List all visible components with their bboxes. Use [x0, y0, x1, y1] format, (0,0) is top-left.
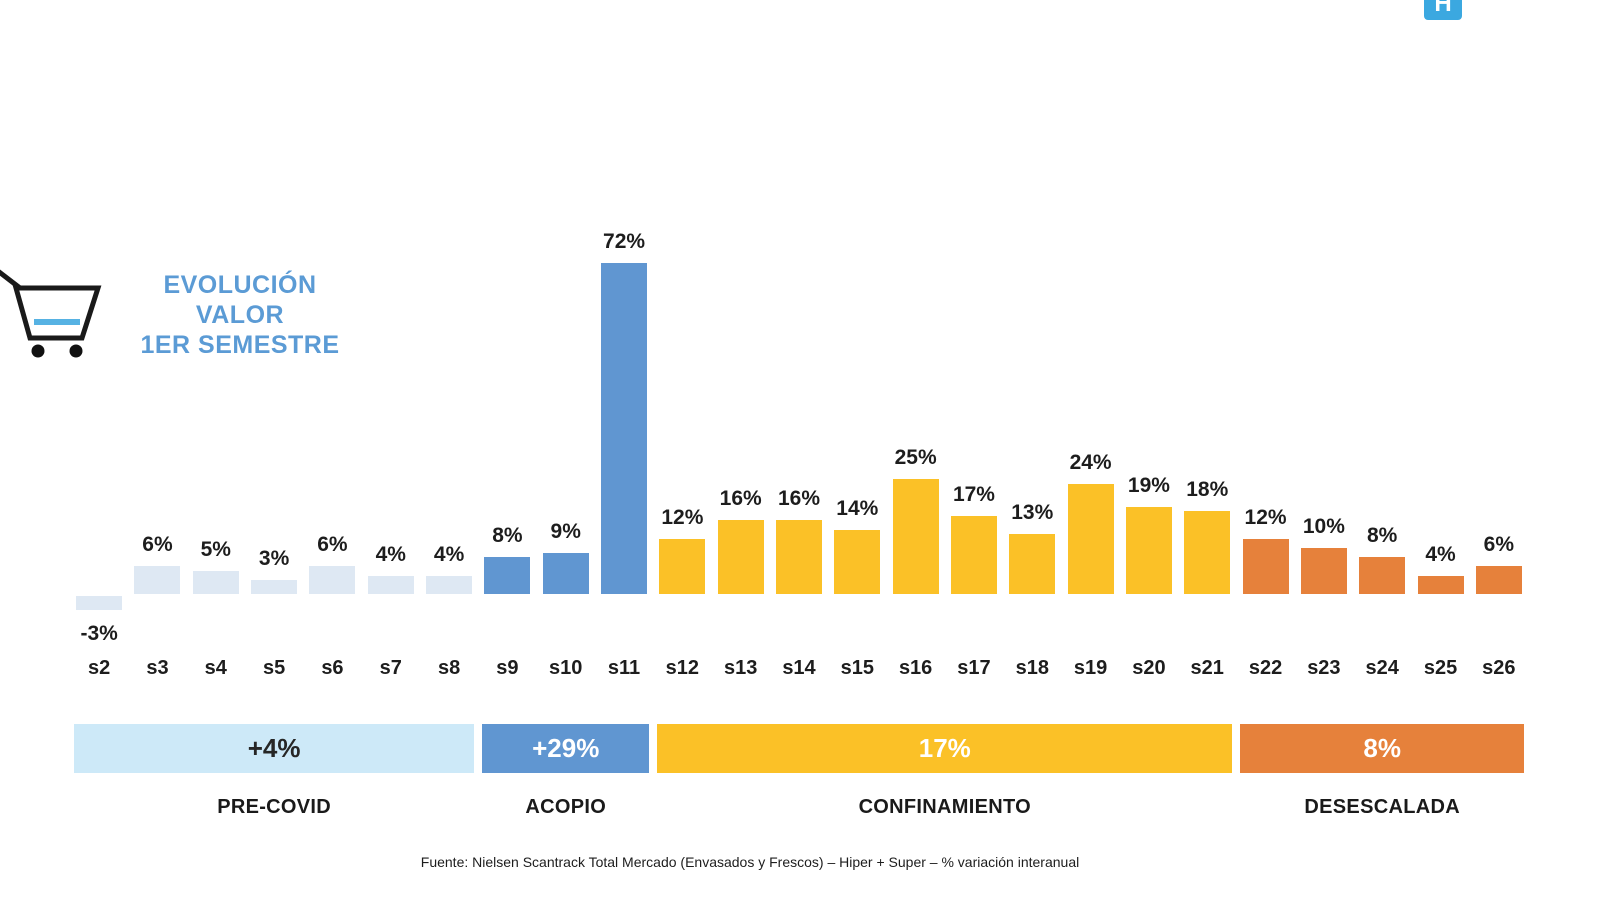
bar-s15: [834, 529, 881, 594]
bar-s19: [1067, 483, 1114, 594]
value-label-s2: -3%: [80, 621, 118, 645]
bar-s2: [76, 596, 123, 610]
week-label-s24: s24: [1365, 657, 1399, 679]
app-logo-icon: H: [1424, 0, 1462, 20]
bar-s22: [1242, 538, 1289, 594]
phase-band-acopio: +29%: [482, 724, 650, 773]
week-label-s9: s9: [496, 657, 519, 679]
value-label-s16: 25%: [894, 446, 937, 469]
shopping-cart-icon: [0, 269, 102, 358]
value-label-s25: 4%: [1425, 542, 1456, 566]
phase-band-confinamiento: 17%: [657, 724, 1233, 773]
value-label-s24: 8%: [1367, 524, 1398, 548]
week-label-s7: s7: [379, 657, 402, 679]
week-label-s21: s21: [1190, 657, 1224, 679]
value-label-s7: 4%: [375, 542, 406, 566]
bar-s3: [134, 566, 181, 594]
week-label-s18: s18: [1015, 657, 1049, 679]
bar-s12: [659, 538, 706, 594]
week-label-s25: s25: [1423, 657, 1458, 679]
bar-s23: [1300, 548, 1347, 594]
week-label-s6: s6: [321, 657, 344, 679]
value-label-s23: 10%: [1302, 515, 1345, 538]
bar-s7: [367, 575, 414, 594]
value-label-s22: 12%: [1244, 505, 1287, 529]
value-label-s20: 19%: [1127, 473, 1170, 497]
phase-label-desescalada: DESESCALADA: [1304, 796, 1460, 818]
bar-s6: [309, 566, 356, 594]
chart-title-line-1: EVOLUCIÓN: [163, 271, 317, 299]
chart-title: EVOLUCIÓN VALOR 1ER SEMESTRE: [125, 270, 355, 360]
source-footnote: Fuente: Nielsen Scantrack Total Mercado …: [420, 854, 1080, 870]
value-label-s4: 5%: [200, 538, 231, 561]
value-label-s13: 16%: [719, 487, 762, 511]
value-label-s26: 6%: [1483, 533, 1514, 557]
value-label-s14: 16%: [777, 487, 821, 511]
chart-title-line-3: 1ER SEMESTRE: [140, 331, 340, 359]
week-label-s2: s2: [88, 657, 111, 679]
bar-s20: [1125, 506, 1172, 594]
bar-s8: [426, 575, 473, 594]
week-label-s16: s16: [898, 657, 933, 679]
bar-s18: [1009, 534, 1056, 594]
value-label-s8: 4%: [433, 542, 465, 566]
bar-s13: [717, 520, 764, 594]
week-label-s4: s4: [204, 657, 227, 679]
phase-band-desescalada: 8%: [1240, 724, 1524, 773]
value-label-s19: 24%: [1069, 450, 1112, 474]
value-label-s6: 6%: [317, 533, 348, 557]
phase-label-acopio: ACOPIO: [525, 796, 607, 818]
week-label-s20: s20: [1132, 657, 1166, 679]
value-label-s21: 18%: [1186, 478, 1229, 502]
week-label-s14: s14: [782, 657, 816, 679]
value-label-s3: 6%: [142, 533, 173, 557]
phase-label-confinamiento: CONFINAMIENTO: [858, 796, 1031, 818]
bar-s11: [601, 262, 648, 594]
value-label-s11: 72%: [603, 229, 646, 253]
phase-band-pre-covid: +4%: [74, 724, 475, 773]
week-label-s13: s13: [723, 657, 758, 679]
week-label-s11: s11: [607, 657, 641, 679]
chart-title-line-2: VALOR: [195, 301, 285, 329]
value-label-s17: 17%: [952, 482, 995, 506]
cart-wheel-left: [31, 344, 45, 358]
week-label-s23: s23: [1307, 657, 1341, 679]
week-label-s26: s26: [1482, 657, 1516, 679]
bar-s5: [251, 580, 298, 594]
bar-s16: [892, 479, 939, 594]
bar-s4: [192, 571, 239, 594]
cart-wheel-right: [69, 344, 83, 358]
value-label-s18: 13%: [1011, 501, 1054, 525]
bar-s9: [484, 557, 531, 594]
week-label-s8: s8: [437, 657, 461, 679]
week-label-s12: s12: [665, 657, 700, 679]
bar-s24: [1359, 557, 1406, 594]
week-label-s22: s22: [1248, 657, 1283, 679]
phase-label-pre-covid: PRE-COVID: [217, 796, 332, 818]
bar-s10: [542, 552, 589, 594]
bar-s17: [950, 515, 997, 594]
week-label-s19: s19: [1073, 657, 1108, 679]
week-label-s17: s17: [957, 657, 991, 679]
bar-s14: [776, 520, 822, 594]
value-label-s10: 9%: [550, 519, 581, 543]
week-label-s5: s5: [262, 657, 286, 679]
bar-s25: [1417, 575, 1464, 594]
value-label-s12: 12%: [661, 505, 704, 529]
week-label-s10: s10: [549, 657, 583, 679]
value-label-s15: 14%: [836, 496, 879, 520]
value-label-s9: 8%: [492, 524, 523, 548]
bar-s26: [1475, 566, 1522, 594]
bar-s21: [1184, 511, 1231, 594]
value-label-s5: 3%: [258, 547, 290, 571]
week-label-s3: s3: [146, 657, 169, 679]
week-label-s15: s15: [840, 657, 874, 679]
